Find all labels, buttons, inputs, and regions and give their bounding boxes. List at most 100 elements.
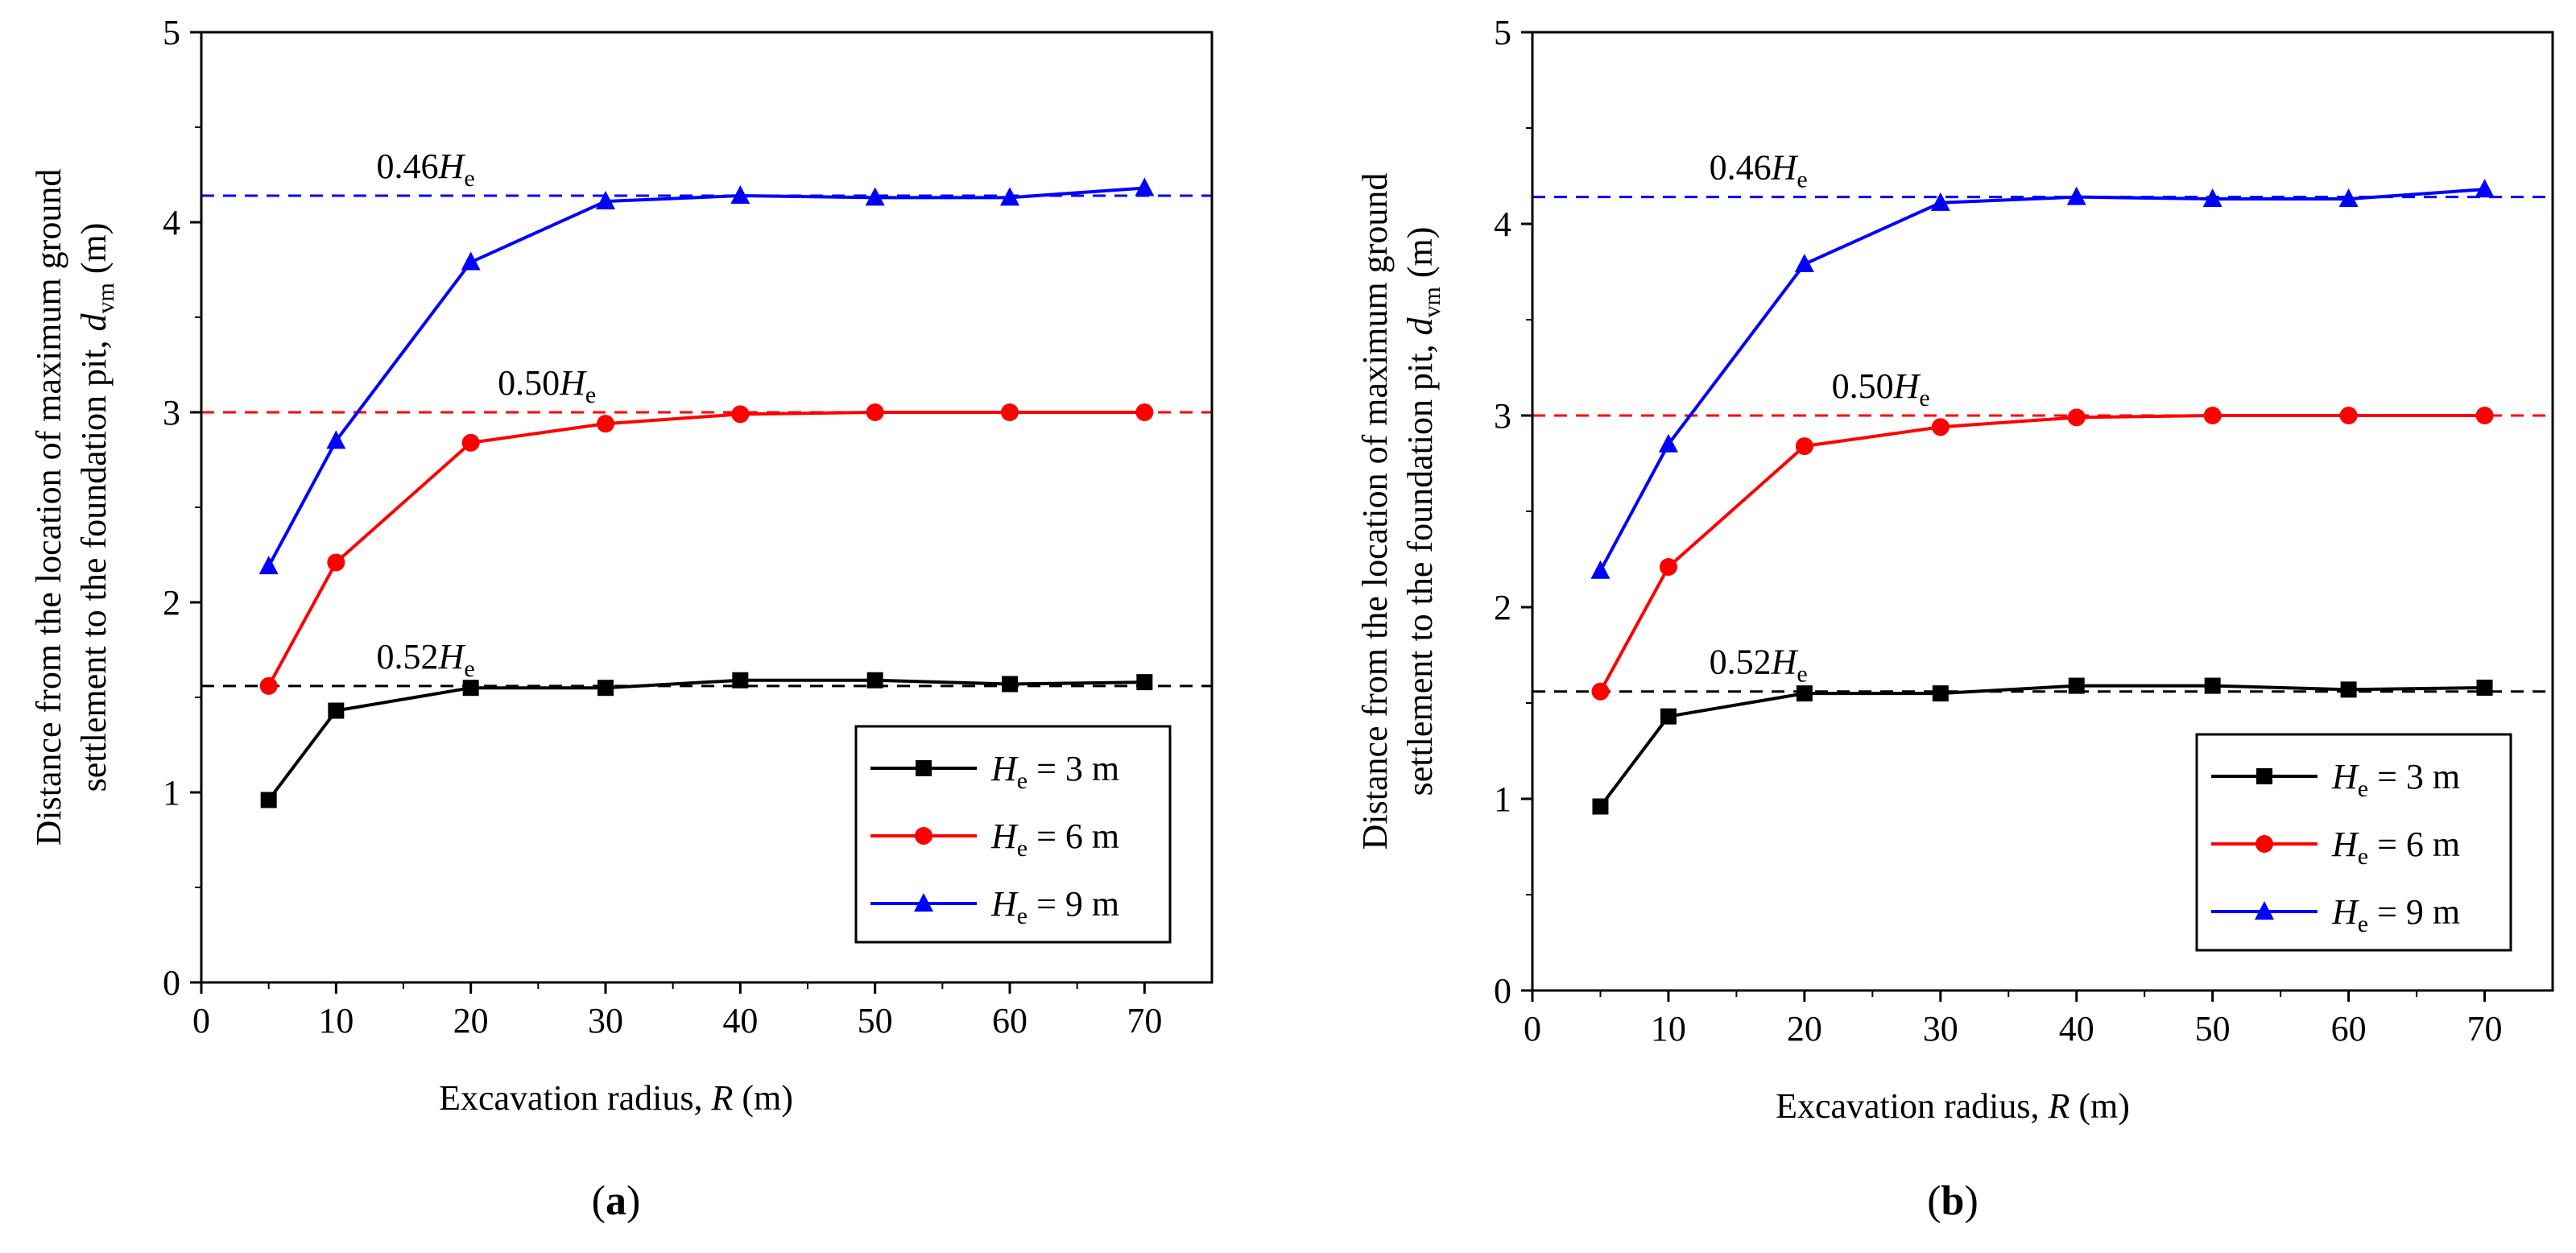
x-tick-label: 0 (1524, 1009, 1541, 1048)
data-point-s0-4 (2068, 677, 2085, 694)
y-tick-label: 4 (163, 203, 180, 242)
y-tick-label: 1 (1494, 780, 1511, 819)
data-point-s0-2 (1796, 685, 1813, 702)
legend-marker-2 (914, 893, 933, 912)
data-point-s1-0 (1591, 682, 1610, 701)
y-axis-title-line2: settlement to the foundation pit, dvm (m… (74, 223, 119, 792)
data-point-s2-3 (1930, 192, 1950, 211)
x-tick-label: 50 (2195, 1009, 2231, 1048)
x-tick-label: 70 (1127, 1001, 1162, 1040)
legend-label-1: He = 6 m (990, 817, 1119, 862)
reference-label-0: 0.46He (1710, 148, 1808, 193)
data-point-s2-7 (1135, 177, 1155, 196)
series-line-2 (1598, 188, 2485, 572)
x-axis-title: Excavation radius, R (m) (439, 1078, 793, 1118)
data-point-s1-3 (597, 415, 614, 433)
data-point-s1-7 (2475, 407, 2494, 424)
x-tick-label: 10 (1651, 1009, 1686, 1048)
y-tick-label: 5 (163, 13, 180, 52)
data-point-s0-7 (1136, 674, 1153, 691)
legend-marker-2 (2255, 901, 2274, 920)
data-point-s2-4 (730, 184, 750, 204)
x-tick-label: 40 (2059, 1009, 2094, 1048)
x-tick-label: 70 (2467, 1009, 2503, 1048)
data-point-s2-4 (2066, 186, 2086, 205)
chart-panel-a: 0.46He 0.50He 0.52He 0 10 20 30 40 50 60 70 0 1 2 3 4 5 E… (29, 13, 1214, 1224)
data-point-s0-1 (1660, 708, 1677, 725)
data-point-s0-5 (866, 672, 883, 689)
x-tick-label: 60 (992, 1001, 1028, 1040)
data-point-s1-0 (259, 676, 278, 695)
legend: He = 3 m He = 6 m He = 9 m (854, 725, 1172, 944)
y-tick-label: 1 (163, 773, 180, 813)
panel-label-a: (a) (592, 1178, 641, 1224)
legend-marker-0 (2256, 768, 2272, 784)
data-point-s0-2 (462, 680, 479, 697)
data-point-s2-2 (1794, 253, 1814, 272)
data-point-s2-6 (1000, 187, 1019, 206)
data-point-s1-5 (866, 403, 884, 421)
data-point-s2-0 (258, 556, 279, 575)
x-tick-label: 20 (1787, 1009, 1822, 1048)
legend-label-2: He = 9 m (990, 884, 1119, 929)
y-tick-label: 0 (163, 963, 180, 1003)
y-tick-label: 4 (1494, 205, 1511, 244)
y-axis-title: Distance from the location of maximum gr… (29, 169, 119, 846)
x-tick-label: 50 (858, 1001, 893, 1040)
data-point-s1-3 (1931, 418, 1950, 436)
data-point-s0-0 (1592, 798, 1609, 815)
data-point-s2-6 (2338, 188, 2359, 208)
x-tick-label: 60 (2331, 1009, 2367, 1048)
y-axis-title-line1: Distance from the location of maximum gr… (1355, 173, 1395, 850)
x-tick-label: 0 (192, 1001, 210, 1040)
y-axis-title: Distance from the location of maximum gr… (1355, 173, 1445, 850)
x-tick-label: 30 (588, 1001, 623, 1040)
data-point-s0-3 (597, 680, 614, 697)
legend: He = 3 m He = 6 m He = 9 m (2195, 733, 2512, 952)
x-tick-label: 10 (318, 1001, 354, 1040)
y-tick-label: 5 (1494, 13, 1511, 52)
legend-label-0: He = 3 m (990, 749, 1119, 794)
data-point-s0-1 (328, 702, 345, 719)
data-point-s1-6 (1001, 403, 1019, 421)
legend-marker-0 (916, 760, 932, 776)
y-tick-label: 2 (1494, 588, 1511, 627)
data-point-s2-1 (1658, 433, 1678, 453)
series-line-0 (1598, 684, 2485, 808)
data-point-s2-5 (865, 187, 885, 206)
reference-label-1: 0.50He (498, 363, 596, 408)
y-tick-label: 3 (163, 393, 180, 432)
data-point-s2-2 (461, 251, 481, 271)
reference-label-2: 0.52He (377, 637, 475, 682)
data-point-s0-7 (2476, 679, 2493, 696)
data-point-s2-3 (596, 191, 615, 210)
x-tick-label: 30 (1923, 1009, 1958, 1048)
y-tick-label: 2 (163, 583, 180, 622)
series-line-1 (267, 411, 1145, 687)
data-point-s1-4 (2067, 408, 2086, 427)
reference-label-1: 0.50He (1832, 366, 1930, 411)
x-axis-title: Excavation radius, R (m) (1776, 1086, 2130, 1126)
legend-marker-1 (2256, 835, 2273, 853)
data-point-s1-2 (461, 433, 480, 452)
series-line-0 (267, 678, 1145, 801)
panel-label-b: (b) (1927, 1178, 1979, 1224)
legend-label-0: He = 3 m (2331, 757, 2460, 802)
data-point-s0-6 (2340, 681, 2357, 698)
reference-label-0: 0.46He (377, 147, 475, 192)
legend-label-2: He = 9 m (2331, 892, 2460, 937)
data-point-s1-1 (1659, 558, 1677, 577)
data-point-s1-2 (1795, 437, 1813, 456)
y-tick-label: 3 (1494, 396, 1511, 436)
y-tick-label: 0 (1494, 971, 1511, 1011)
series-line-1 (1598, 414, 2485, 693)
series-line-2 (267, 186, 1145, 568)
data-point-s2-5 (2202, 188, 2222, 208)
y-axis-title-line1: Distance from the location of maximum gr… (29, 169, 68, 846)
data-point-s1-1 (327, 553, 345, 572)
data-point-s0-5 (2204, 677, 2221, 694)
data-point-s1-7 (1135, 403, 1154, 421)
chart-panel-b: 0.46He 0.50He 0.52He 0 10 20 30 40 50 60 70 0 1 2 3 4 5 E… (1355, 13, 2554, 1224)
data-point-s2-7 (2475, 179, 2495, 198)
x-tick-label: 40 (722, 1001, 758, 1040)
